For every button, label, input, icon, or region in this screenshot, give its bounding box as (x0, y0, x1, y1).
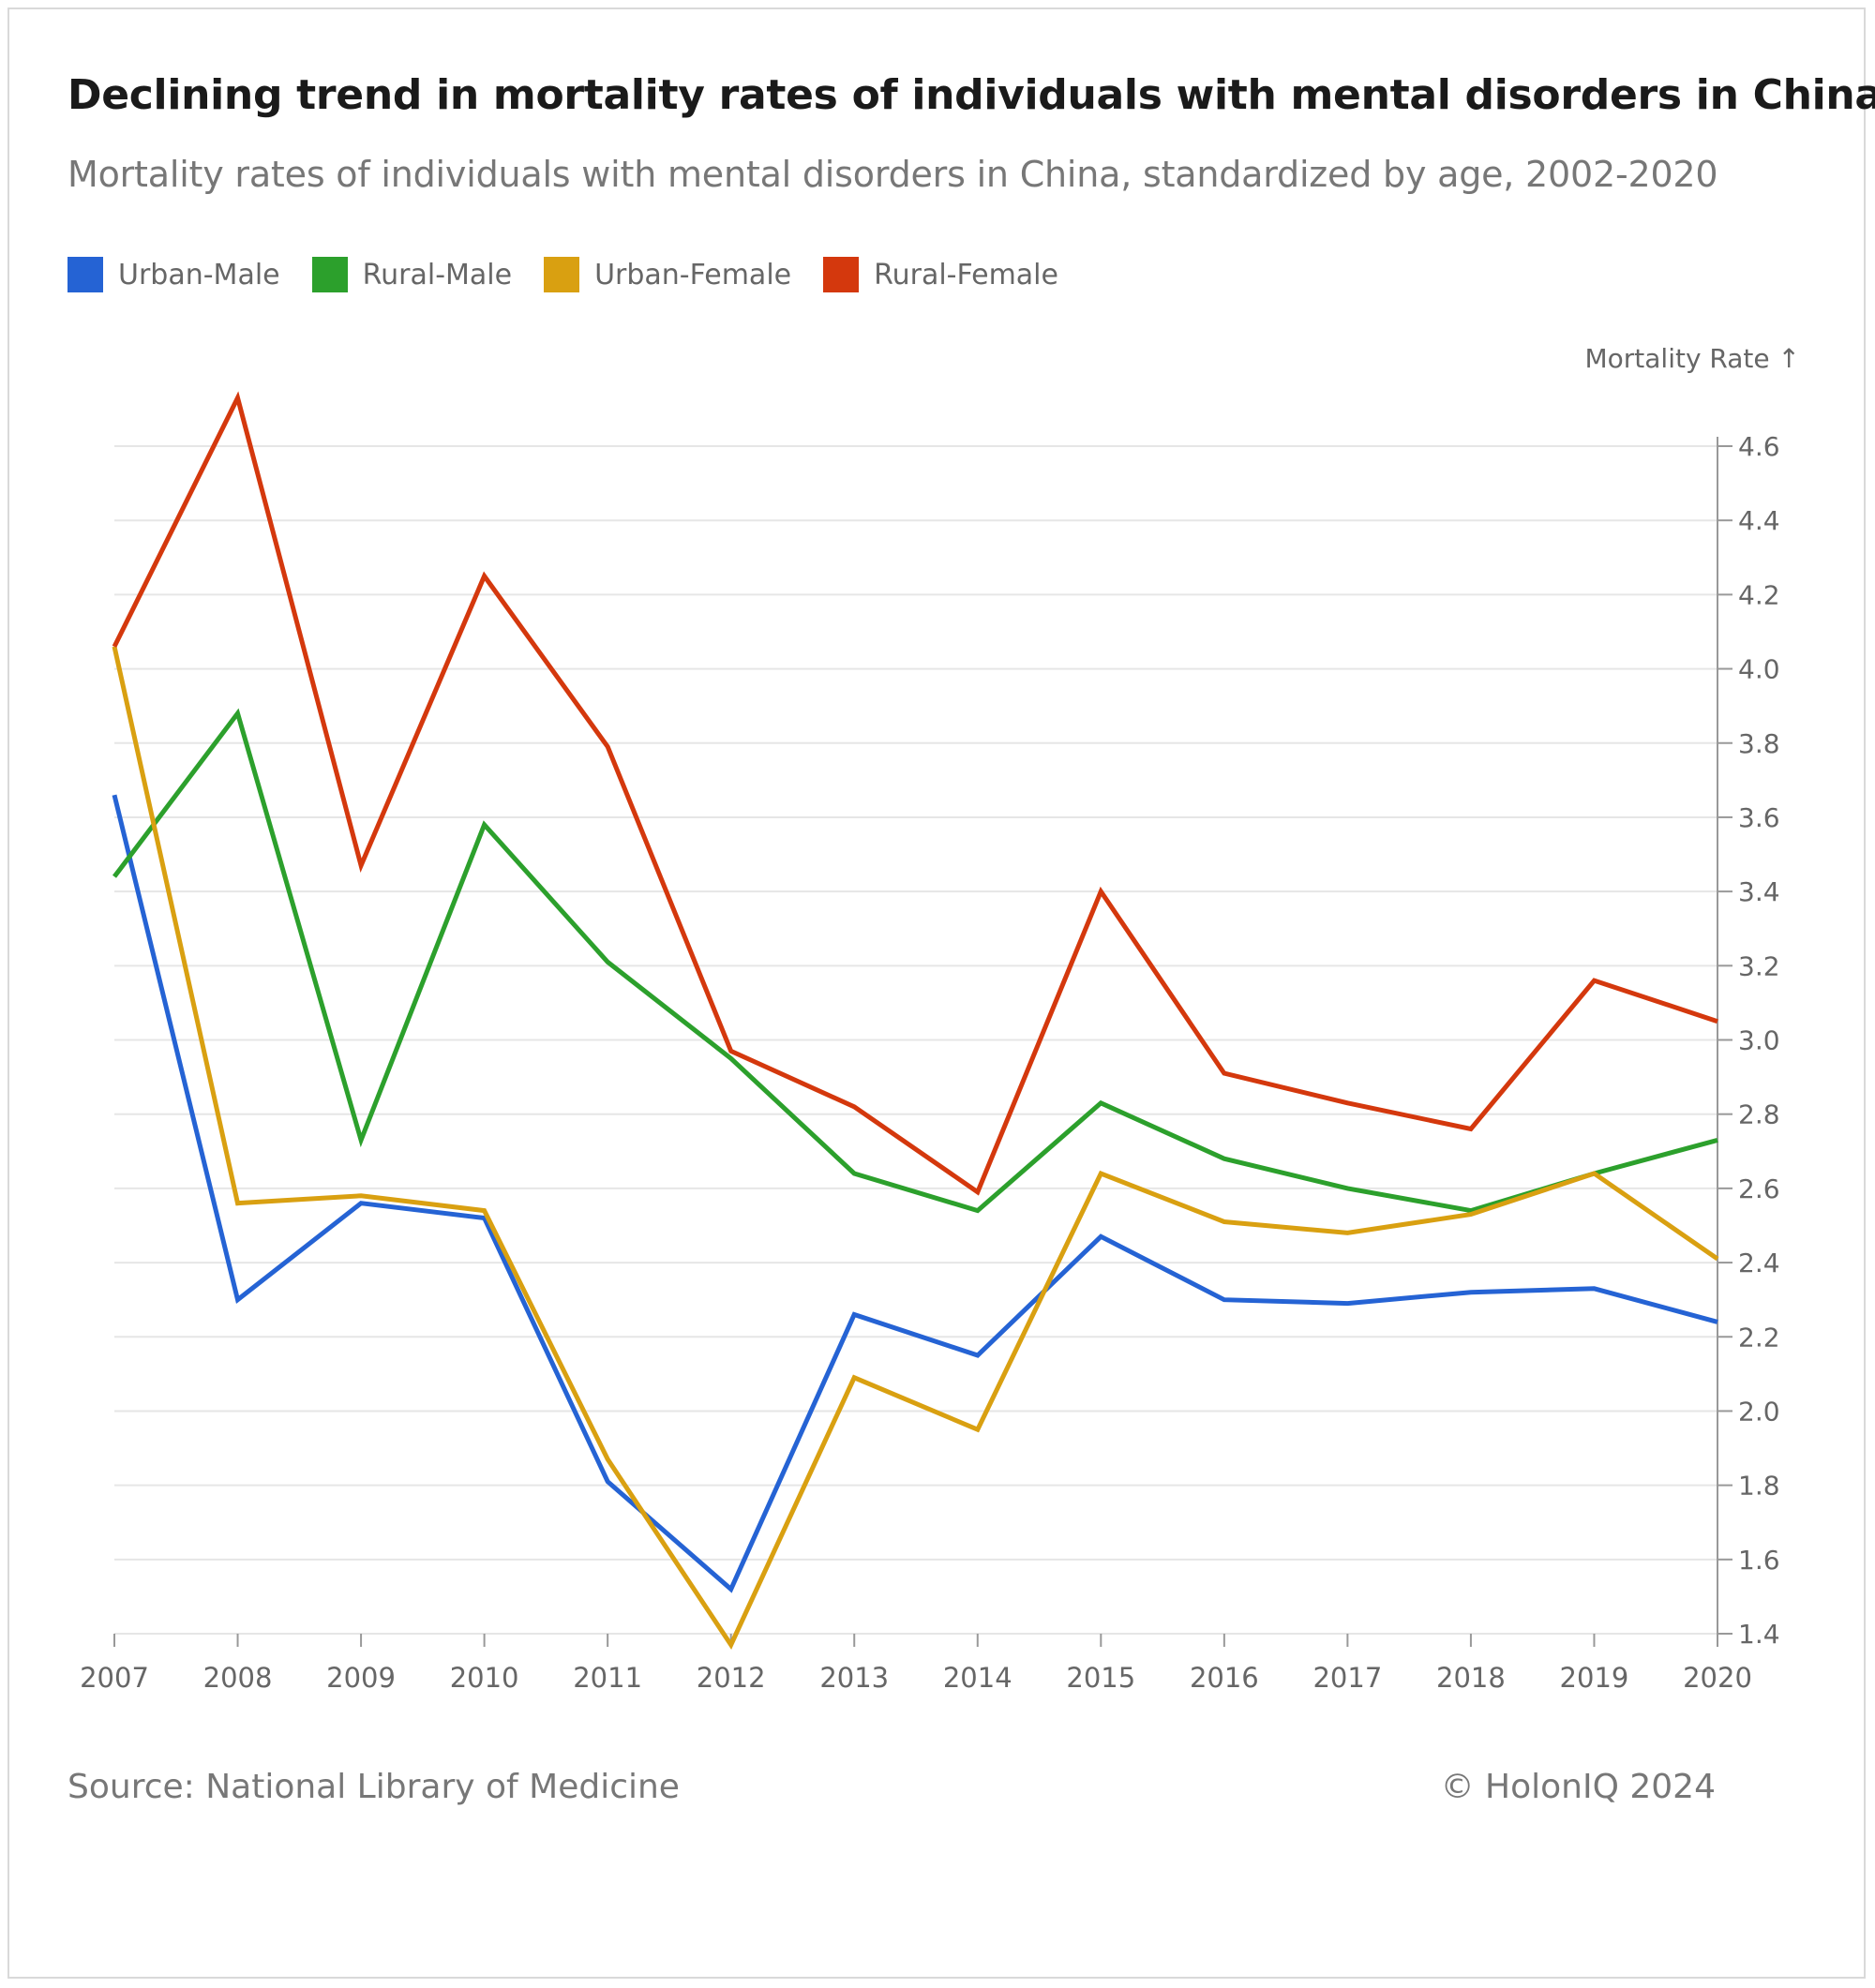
source-note: Source: National Library of Medicine (68, 1768, 680, 1806)
series-line-urban-female (112, 646, 1719, 1651)
y-tick-label: 2.4 (1738, 1248, 1780, 1278)
chart-subtitle: Mortality rates of individuals with ment… (68, 154, 1718, 195)
y-tick-label: 4.0 (1738, 654, 1780, 685)
y-tick-label: 3.8 (1738, 728, 1780, 759)
chart-legend: Urban-Male Rural-Male Urban-Female Rural… (68, 257, 1058, 292)
x-tick-label: 2019 (1560, 1662, 1629, 1694)
y-tick-label: 2.8 (1738, 1099, 1780, 1130)
x-tick-label: 2009 (326, 1662, 396, 1694)
series-line-rural-female (112, 391, 1718, 1196)
legend-item-rural-female[interactable]: Rural-Female (823, 257, 1058, 292)
x-tick-label: 2014 (943, 1662, 1012, 1694)
x-tick-label: 2017 (1312, 1662, 1382, 1694)
legend-swatch-urban-male (68, 257, 103, 292)
x-tick-label: 2013 (819, 1662, 889, 1694)
x-tick-label: 2011 (573, 1662, 642, 1694)
y-tick-label: 2.2 (1738, 1322, 1780, 1353)
y-tick-label: 3.0 (1738, 1025, 1780, 1056)
y-tick-label: 2.6 (1738, 1173, 1780, 1204)
x-tick-label: 2015 (1066, 1662, 1135, 1694)
y-tick-label: 4.2 (1738, 579, 1780, 610)
legend-label-urban-male: Urban-Male (118, 258, 280, 291)
legend-item-urban-female[interactable]: Urban-Female (544, 257, 791, 292)
legend-label-rural-female: Rural-Female (874, 258, 1058, 291)
y-tick-label: 1.6 (1738, 1545, 1780, 1576)
y-tick-label: 3.2 (1738, 950, 1780, 981)
legend-swatch-rural-female (823, 257, 860, 292)
chart-title: Declining trend in mortality rates of in… (68, 71, 1875, 119)
y-tick-label: 4.4 (1738, 505, 1780, 536)
legend-label-rural-male: Rural-Male (362, 258, 513, 291)
legend-swatch-urban-female (544, 257, 580, 292)
x-tick-label: 2007 (80, 1662, 149, 1694)
legend-swatch-rural-male (311, 257, 348, 292)
copyright-note: © HolonIQ 2024 (1440, 1768, 1716, 1806)
series-line-urban-male (112, 794, 1718, 1593)
legend-item-urban-male[interactable]: Urban-Male (68, 257, 280, 292)
y-tick-label: 1.8 (1738, 1471, 1780, 1502)
legend-label-urban-female: Urban-Female (594, 258, 792, 291)
x-tick-label: 2016 (1190, 1662, 1259, 1694)
series-line-rural-male (112, 708, 1718, 1214)
y-axis-label: Mortality Rate ↑ (1584, 343, 1800, 374)
y-tick-label: 3.4 (1738, 876, 1780, 907)
x-tick-label: 2008 (203, 1662, 273, 1694)
x-tick-label: 2012 (697, 1662, 766, 1694)
x-tick-label: 2020 (1683, 1662, 1752, 1694)
y-tick-label: 1.4 (1738, 1619, 1780, 1650)
y-tick-label: 4.6 (1738, 431, 1780, 462)
y-tick-label: 2.0 (1738, 1396, 1780, 1427)
legend-item-rural-male[interactable]: Rural-Male (311, 257, 513, 292)
x-tick-label: 2010 (450, 1662, 519, 1694)
y-tick-label: 3.6 (1738, 802, 1780, 833)
x-tick-label: 2018 (1436, 1662, 1506, 1694)
